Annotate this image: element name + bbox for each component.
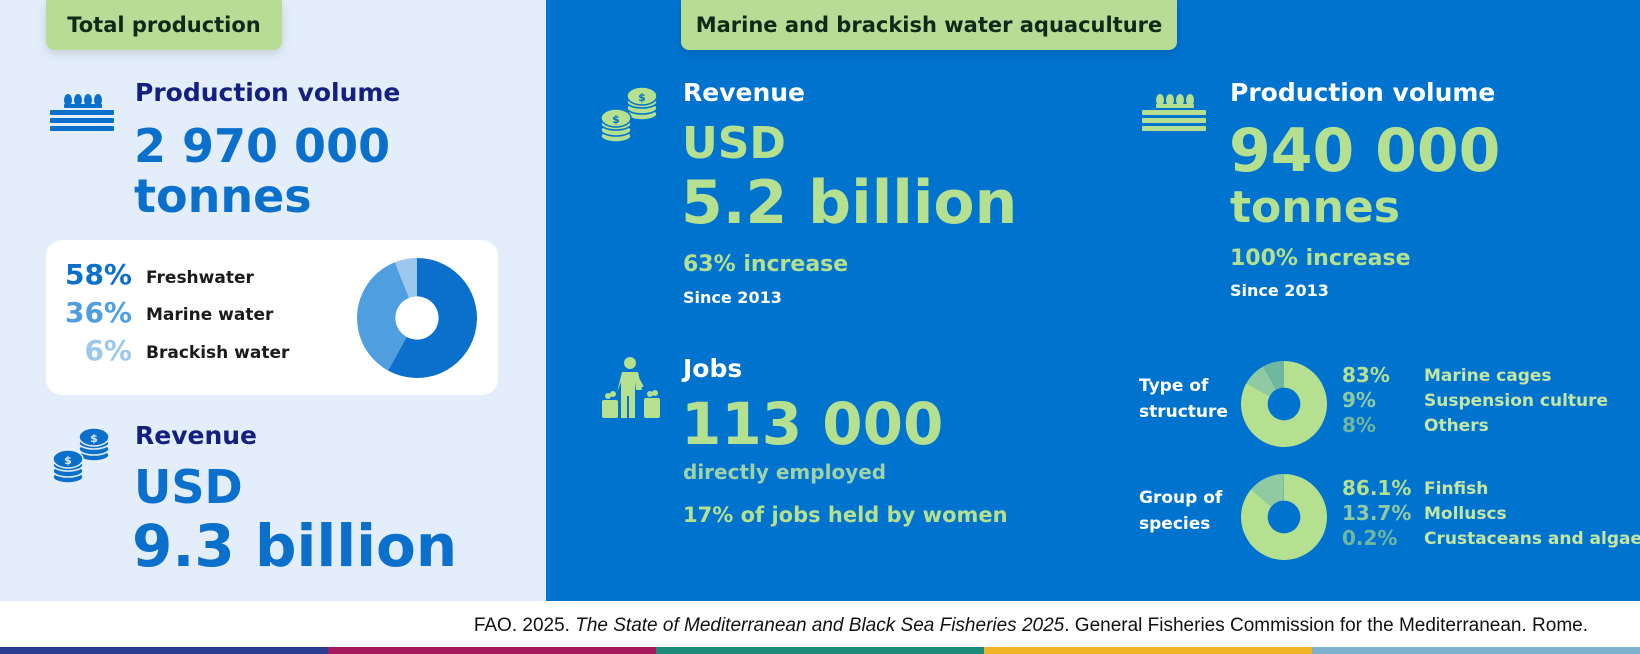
marine-production-change: 100% increase xyxy=(1230,246,1411,271)
fish-crates-icon xyxy=(50,94,114,131)
species-slice-2 xyxy=(1251,474,1284,507)
marine-aquaculture-tag: Marine and brackish water aquaculture xyxy=(681,0,1177,50)
brackish-water-label: Brackish water xyxy=(146,343,290,363)
jobs-value: 113 000 xyxy=(681,390,944,458)
structure-slice-2 xyxy=(1246,366,1277,397)
structure-donut xyxy=(1241,361,1327,447)
total-production-value: 2 970 000 xyxy=(134,119,391,173)
worker-icon xyxy=(602,357,660,418)
species-label-1: Finfish xyxy=(1424,479,1489,499)
total-production-tag: Total production xyxy=(46,0,282,50)
marine-revenue-currency: USD xyxy=(682,118,786,169)
total-revenue-value: 9.3 billion xyxy=(132,512,458,580)
footer: FAO. 2025. The State of Mediterranean an… xyxy=(0,601,1640,647)
water-type-slice-2 xyxy=(357,262,410,371)
structure-slice-1 xyxy=(1241,361,1327,447)
total-production-label: Production volume xyxy=(135,78,401,107)
species-pct-2: 13.7% xyxy=(1342,501,1412,525)
brackish-water-pct: 6% xyxy=(84,334,132,367)
citation-title: The State of Mediterranean and Black Sea… xyxy=(575,615,1065,636)
stripe-lightblue xyxy=(1312,647,1640,654)
svg-text:$: $ xyxy=(638,91,646,104)
species-slice-3 xyxy=(1283,474,1284,501)
species-pct-1: 86.1% xyxy=(1342,476,1412,500)
total-production-panel: Total production Production volume 2 970… xyxy=(0,0,546,601)
structure-label-2: Suspension culture xyxy=(1424,391,1609,411)
marine-production-label: Production volume xyxy=(1230,78,1496,107)
marine-aquaculture-panel: Marine and brackish water aquaculture $ … xyxy=(546,0,1640,601)
marine-revenue-since: Since 2013 xyxy=(683,288,782,307)
svg-text:$: $ xyxy=(90,432,98,445)
structure-label-1: Marine cages xyxy=(1424,366,1552,386)
species-slice-1 xyxy=(1241,474,1327,560)
marine-revenue-value: 5.2 billion xyxy=(681,168,1018,238)
water-type-donut xyxy=(357,258,477,378)
total-production-unit: tonnes xyxy=(134,169,312,223)
structure-title: Type of structure xyxy=(1139,376,1228,422)
jobs-label: Jobs xyxy=(683,354,743,383)
structure-pct-1: 83% xyxy=(1342,363,1390,387)
svg-text:$: $ xyxy=(64,454,72,467)
marine-production-value: 940 000 xyxy=(1229,116,1501,186)
species-pct-3: 0.2% xyxy=(1342,526,1398,550)
marine-revenue-change: 63% increase xyxy=(683,252,849,277)
freshwater-label: Freshwater xyxy=(146,268,254,288)
species-title: Group of species xyxy=(1139,488,1223,534)
marine-water-label: Marine water xyxy=(146,305,274,325)
water-type-slice-1 xyxy=(388,258,477,378)
marine-production-unit: tonnes xyxy=(1230,182,1400,233)
svg-text:$: $ xyxy=(612,113,620,126)
stripe-navy xyxy=(0,647,328,654)
coins-icon: $ $ xyxy=(600,86,658,143)
structure-slice-3 xyxy=(1263,361,1284,390)
stripe-magenta xyxy=(328,647,656,654)
stripe-yellow xyxy=(984,647,1312,654)
fish-crates-icon xyxy=(1142,94,1206,131)
marine-revenue-label: Revenue xyxy=(683,78,806,107)
structure-pct-3: 8% xyxy=(1342,413,1376,437)
total-revenue-label: Revenue xyxy=(135,421,258,450)
freshwater-pct: 58% xyxy=(64,258,132,291)
marine-water-pct: 36% xyxy=(64,296,132,329)
citation: FAO. 2025. The State of Mediterranean an… xyxy=(474,615,1588,637)
total-revenue-currency: USD xyxy=(134,460,243,514)
jobs-women: 17% of jobs held by women xyxy=(683,503,1008,527)
citation-post: . General Fisheries Commission for the M… xyxy=(1064,615,1588,636)
marine-production-since: Since 2013 xyxy=(1230,281,1329,300)
species-label-3: Crustaceans and algae xyxy=(1424,529,1640,549)
species-donut xyxy=(1241,474,1327,560)
stripe-teal xyxy=(656,647,984,654)
citation-pre: FAO. 2025. xyxy=(473,615,576,636)
structure-pct-2: 9% xyxy=(1342,388,1376,412)
water-breakdown-card: 58% Freshwater 36% Marine water 6% Brack… xyxy=(46,240,498,395)
structure-label-3: Others xyxy=(1424,416,1489,436)
water-type-slice-3 xyxy=(394,258,417,298)
coins-icon: $ $ xyxy=(52,427,110,484)
species-label-2: Molluscs xyxy=(1424,504,1507,524)
jobs-sub: directly employed xyxy=(683,460,887,484)
